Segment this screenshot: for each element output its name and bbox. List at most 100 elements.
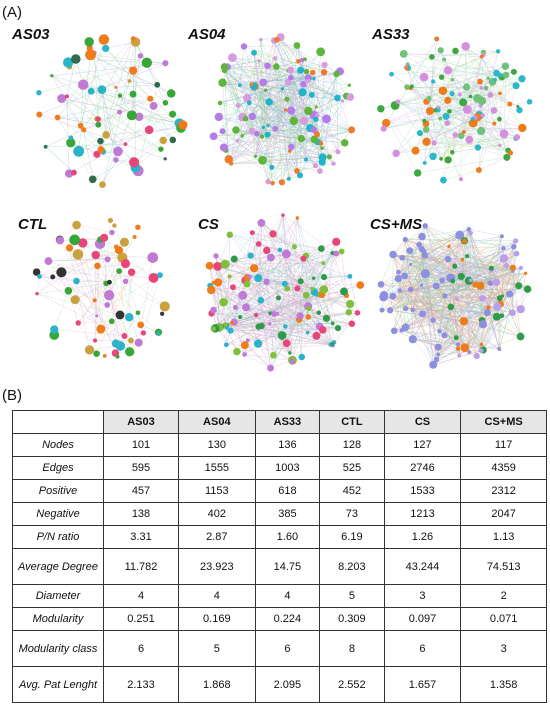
- network-edge: [66, 96, 70, 174]
- network-edge: [39, 276, 132, 341]
- network-node: [117, 93, 123, 98]
- network-node: [444, 255, 452, 263]
- network-edge: [265, 90, 269, 126]
- network-edge: [441, 77, 453, 94]
- row-label: Average Degree: [12, 548, 104, 585]
- network-node: [255, 241, 262, 247]
- network-edge: [389, 255, 425, 311]
- table-cell: 1.26: [383, 525, 462, 549]
- network-node: [381, 118, 391, 128]
- network-node: [114, 85, 118, 89]
- row-label: Diameter: [12, 584, 104, 608]
- network-node: [297, 66, 305, 74]
- network-edge: [209, 285, 300, 320]
- network-node: [292, 244, 298, 250]
- network-node: [219, 143, 228, 152]
- network-edge: [300, 281, 358, 314]
- network-node: [111, 339, 120, 348]
- network-nodes: [36, 34, 188, 188]
- network-node: [213, 278, 223, 287]
- network-node: [340, 287, 348, 296]
- network-node: [238, 290, 248, 300]
- network-edge: [231, 252, 333, 324]
- table-cell: 8.203: [319, 548, 385, 585]
- network-node: [507, 101, 513, 107]
- network-edge: [412, 271, 513, 311]
- network-node: [334, 325, 342, 332]
- network-node: [333, 250, 340, 257]
- network-edge: [83, 38, 134, 130]
- network-edge: [38, 62, 147, 93]
- network-node: [115, 310, 125, 320]
- network-node: [126, 110, 137, 121]
- network-node: [426, 95, 432, 102]
- network-node: [224, 325, 230, 330]
- network-edge: [418, 244, 459, 349]
- table-row: Negative 138 402 385 73 1213 2047: [12, 502, 547, 526]
- network-node: [348, 320, 356, 327]
- network-edge: [423, 240, 465, 252]
- table-cell: 1153: [178, 479, 256, 503]
- network-node: [213, 262, 223, 271]
- network-edge: [432, 50, 456, 82]
- network-node: [265, 178, 271, 185]
- network-edge: [244, 354, 293, 361]
- network-edge: [109, 282, 165, 307]
- network-edge: [133, 140, 164, 163]
- network-edge: [258, 281, 301, 327]
- table-cell: 402: [178, 502, 256, 526]
- network-edge: [276, 39, 296, 117]
- network-edge: [143, 275, 161, 333]
- network-edge: [406, 86, 473, 120]
- network-node: [416, 129, 424, 137]
- table-cell: 4359: [460, 456, 547, 480]
- network-node: [456, 342, 461, 347]
- network-edge: [431, 56, 517, 86]
- network-node: [50, 325, 59, 334]
- table-cell: 0.169: [178, 607, 256, 631]
- table-cell: 1.868: [178, 666, 256, 703]
- network-node: [127, 79, 132, 83]
- network-edge: [244, 276, 351, 346]
- network-node: [129, 66, 138, 75]
- network-edge: [409, 234, 460, 251]
- network-node: [149, 101, 158, 110]
- column-header: AS04: [178, 410, 256, 434]
- network-node: [128, 337, 134, 344]
- network-node: [459, 98, 468, 107]
- network-node: [461, 129, 466, 135]
- network-node: [318, 153, 327, 162]
- network-edge: [303, 100, 343, 122]
- network-edge: [239, 85, 269, 182]
- network-edge: [424, 225, 470, 281]
- network-edge: [231, 322, 293, 362]
- network-node: [429, 360, 438, 369]
- network-edge: [225, 325, 323, 331]
- network-graph-cs: [205, 213, 365, 372]
- network-node: [277, 331, 287, 340]
- network-node: [293, 42, 301, 49]
- network-edge: [403, 53, 497, 74]
- network-edge: [426, 129, 507, 158]
- network-edge: [317, 115, 339, 152]
- network-node: [178, 120, 188, 130]
- row-label: Positive: [12, 479, 104, 503]
- network-edge: [284, 283, 319, 313]
- network-edge: [94, 300, 102, 330]
- network-node: [310, 126, 318, 134]
- network-edge: [401, 266, 455, 331]
- network-edge: [434, 142, 509, 151]
- row-label: P/N ratio: [12, 525, 104, 549]
- network-edge: [57, 117, 99, 125]
- network-edge: [213, 241, 337, 311]
- table-cell: 5: [178, 630, 256, 667]
- network-edge: [454, 235, 460, 267]
- network-title-csms: CS+MS: [370, 216, 423, 233]
- network-node: [259, 78, 268, 87]
- row-label: Edges: [12, 456, 104, 480]
- network-node: [305, 314, 312, 320]
- table-cell: 8: [319, 630, 385, 667]
- network-node: [447, 303, 455, 311]
- network-edge: [100, 116, 140, 150]
- network-edge: [401, 258, 449, 331]
